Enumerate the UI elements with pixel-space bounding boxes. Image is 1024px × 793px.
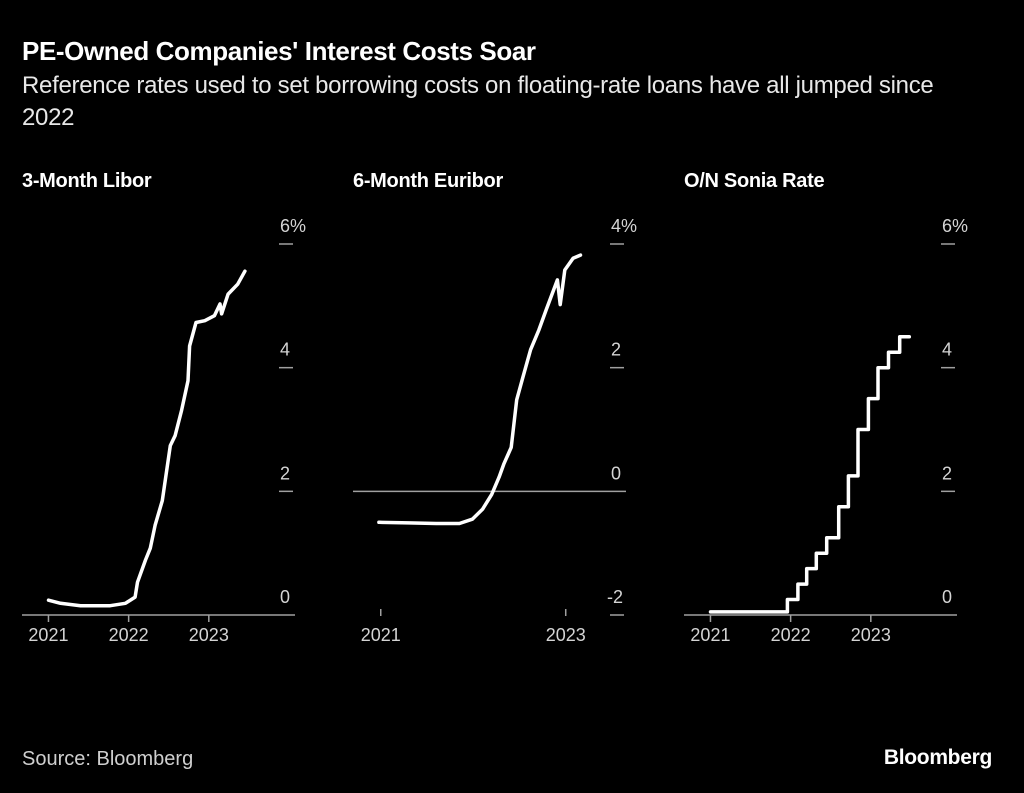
euribor-series-line — [377, 253, 583, 526]
sonia-y-tick-label: 2 — [942, 463, 952, 483]
sonia-x-tick-label: 2022 — [771, 625, 811, 645]
sonia-x-tick-label: 2023 — [851, 625, 891, 645]
bloomberg-logo: Bloomberg — [883, 746, 992, 769]
libor-y-tick-label: 2 — [280, 463, 290, 483]
libor-y-tick-label: 6% — [280, 216, 306, 236]
sonia-y-tick-label: 0 — [942, 587, 952, 607]
libor-x-tick-label: 2023 — [189, 625, 229, 645]
panel-title-sonia: O/N Sonia Rate — [684, 170, 825, 192]
panel-title-euribor: 6-Month Euribor — [353, 170, 503, 192]
sonia-series-line — [708, 335, 912, 614]
sonia-y-tick-label: 4 — [942, 340, 952, 360]
libor-y-tick-label: 0 — [280, 587, 290, 607]
euribor-y-tick-label: 4% — [611, 216, 637, 236]
euribor-y-tick-label: 0 — [611, 463, 621, 483]
euribor-y-tick-label: -2 — [607, 587, 623, 607]
panel-title-libor: 3-Month Libor — [22, 170, 152, 192]
euribor-y-tick-label: 2 — [611, 340, 621, 360]
source-note: Source: Bloomberg — [22, 748, 194, 770]
sonia-x-tick-label: 2021 — [690, 625, 730, 645]
euribor-x-tick-label: 2023 — [546, 625, 586, 645]
libor-y-tick-label: 4 — [280, 340, 290, 360]
sonia-y-tick-label: 6% — [942, 216, 968, 236]
euribor-x-tick-label: 2021 — [361, 625, 401, 645]
libor-x-tick-label: 2022 — [109, 625, 149, 645]
libor-series-line — [46, 269, 247, 608]
chart-title: PE-Owned Companies' Interest Costs Soar — [22, 36, 536, 66]
chart-subtitle: Reference rates used to set borrowing co… — [22, 72, 934, 131]
libor-x-tick-label: 2021 — [28, 625, 68, 645]
